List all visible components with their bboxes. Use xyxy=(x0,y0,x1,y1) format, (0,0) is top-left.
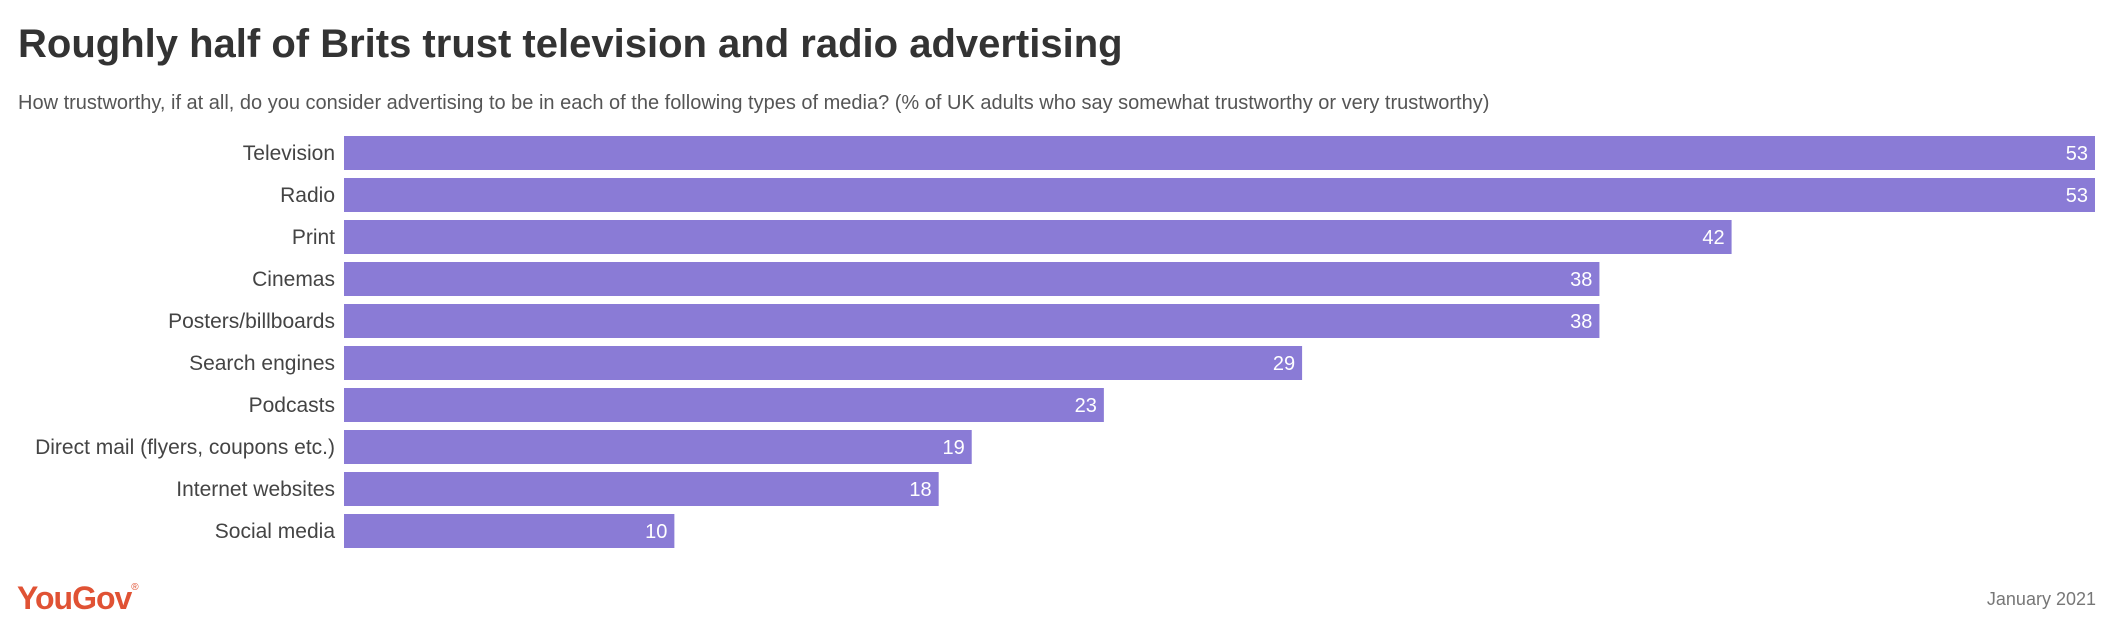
category-label: Search engines xyxy=(189,352,335,375)
chart-date: January 2021 xyxy=(1986,589,2096,609)
bar-radio xyxy=(344,178,2095,212)
bar-search-engines xyxy=(344,346,1303,380)
category-label: Posters/billboards xyxy=(168,310,335,333)
category-label: Social media xyxy=(215,520,336,543)
value-label: 19 xyxy=(942,437,964,459)
value-label: 38 xyxy=(1570,311,1592,333)
bar-podcasts xyxy=(344,388,1104,422)
bar-posters-billboards xyxy=(344,304,1600,338)
chart-subtitle: How trustworthy, if at all, do you consi… xyxy=(18,92,1490,114)
category-label: Podcasts xyxy=(249,394,335,417)
value-label: 10 xyxy=(645,521,667,543)
value-label: 29 xyxy=(1273,353,1295,375)
category-label: Cinemas xyxy=(252,268,335,291)
bar-internet-websites xyxy=(344,472,939,506)
bar-chart: Television 53 Radio 53 Print 42 Cinemas 38 Poste… xyxy=(35,136,2095,548)
value-label: 18 xyxy=(909,479,931,501)
category-label: Internet websites xyxy=(176,478,335,501)
bar-direct-mail-flyers-coupons-etc xyxy=(344,430,972,464)
chart-title: Roughly half of Brits trust television a… xyxy=(18,22,1123,66)
bar-print xyxy=(344,220,1732,254)
category-label: Direct mail (flyers, coupons etc.) xyxy=(35,436,335,459)
yougov-logo: YouGov® xyxy=(17,580,139,616)
category-label: Print xyxy=(292,226,335,249)
bar-television xyxy=(344,136,2095,170)
category-label: Television xyxy=(243,142,335,165)
bar-social-media xyxy=(344,514,675,548)
value-label: 53 xyxy=(2066,143,2088,165)
value-label: 53 xyxy=(2066,185,2088,207)
bar-cinemas xyxy=(344,262,1600,296)
category-label: Radio xyxy=(280,184,335,207)
value-label: 38 xyxy=(1570,269,1592,291)
value-label: 23 xyxy=(1075,395,1097,417)
value-label: 42 xyxy=(1702,227,1724,249)
